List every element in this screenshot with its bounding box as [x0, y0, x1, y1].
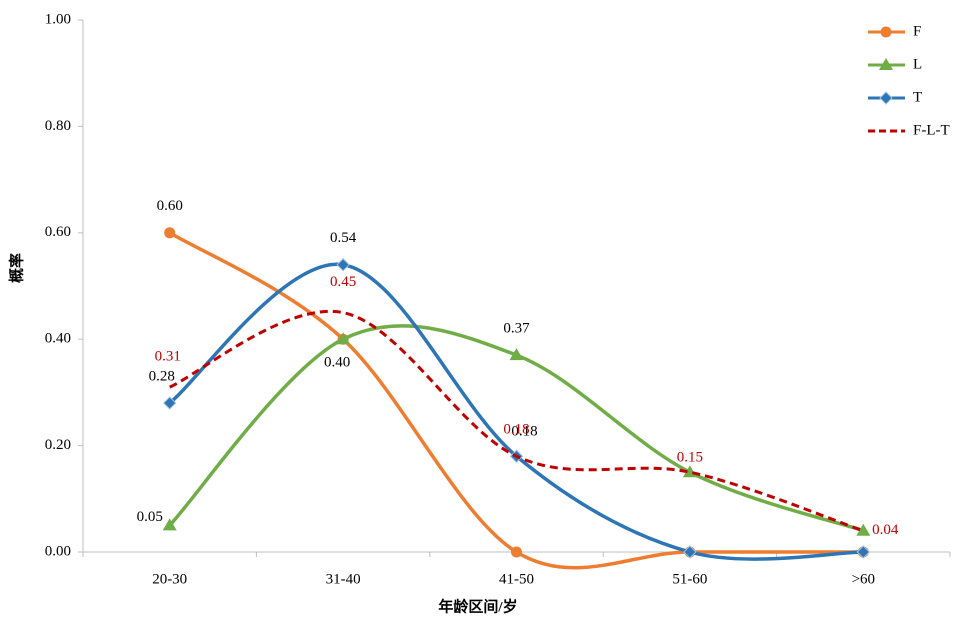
- data-label: 0.54: [330, 230, 357, 246]
- y-tick-label: 1.00: [45, 11, 71, 27]
- marker: [856, 545, 871, 559]
- legend-marker: [879, 58, 893, 70]
- x-axis-label: 年龄区间/岁: [438, 597, 517, 615]
- x-tick-label: >60: [852, 571, 875, 587]
- legend-label: F: [913, 23, 921, 39]
- data-label: 0.05: [137, 509, 163, 525]
- marker: [164, 227, 176, 239]
- data-label: 0.45: [330, 274, 356, 290]
- legend-label: L: [913, 56, 922, 72]
- data-label: 0.18: [511, 424, 537, 440]
- x-tick-label: 20-30: [152, 571, 187, 587]
- x-tick-label: 51-60: [672, 571, 707, 587]
- y-axis-label: 概率: [7, 253, 25, 283]
- marker: [162, 518, 177, 531]
- data-label: 0.40: [324, 355, 350, 371]
- x-tick-label: 31-40: [326, 571, 361, 587]
- data-label: 0.37: [503, 321, 530, 337]
- x-tick-label: 41-50: [499, 571, 534, 587]
- marker: [856, 523, 871, 536]
- marker: [336, 258, 350, 272]
- legend-marker: [880, 26, 892, 38]
- data-label: 0.31: [155, 349, 181, 365]
- marker: [336, 332, 351, 345]
- marker: [683, 545, 697, 559]
- marker: [162, 396, 177, 410]
- y-tick-label: 0.60: [45, 224, 71, 240]
- data-label: 0.15: [677, 450, 703, 466]
- data-label: 0.28: [149, 368, 175, 384]
- series-line: [168, 262, 864, 561]
- y-tick-label: 0.80: [45, 118, 71, 134]
- marker: [509, 348, 524, 361]
- data-label: 0.60: [157, 198, 183, 214]
- y-tick-label: 0.40: [45, 331, 71, 347]
- marker: [511, 546, 522, 558]
- series-line: [168, 231, 864, 570]
- y-tick-label: 0.00: [45, 543, 71, 559]
- legend-marker: [879, 91, 893, 105]
- data-label: 0.04: [872, 522, 899, 538]
- y-tick-label: 0.20: [45, 437, 71, 453]
- legend-label: T: [913, 89, 922, 105]
- data-label: 0.18: [503, 422, 529, 438]
- legend-label: F-L-T: [913, 122, 950, 138]
